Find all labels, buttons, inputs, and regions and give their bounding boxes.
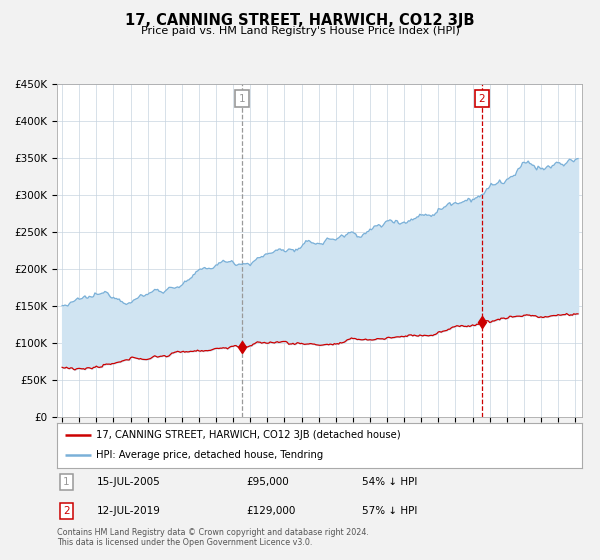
Text: 17, CANNING STREET, HARWICH, CO12 3JB (detached house): 17, CANNING STREET, HARWICH, CO12 3JB (d… [97,430,401,440]
Text: 2: 2 [478,94,485,104]
Text: 15-JUL-2005: 15-JUL-2005 [97,477,160,487]
Text: HPI: Average price, detached house, Tendring: HPI: Average price, detached house, Tend… [97,450,323,460]
Text: £129,000: £129,000 [246,506,295,516]
Text: 12-JUL-2019: 12-JUL-2019 [97,506,160,516]
Text: 1: 1 [64,477,70,487]
Text: 17, CANNING STREET, HARWICH, CO12 3JB: 17, CANNING STREET, HARWICH, CO12 3JB [125,13,475,28]
Text: 2: 2 [64,506,70,516]
Text: Contains HM Land Registry data © Crown copyright and database right 2024.
This d: Contains HM Land Registry data © Crown c… [57,528,369,548]
Text: 54% ↓ HPI: 54% ↓ HPI [361,477,417,487]
Text: £95,000: £95,000 [246,477,289,487]
Text: 1: 1 [239,94,245,104]
Text: Price paid vs. HM Land Registry's House Price Index (HPI): Price paid vs. HM Land Registry's House … [140,26,460,36]
Text: 57% ↓ HPI: 57% ↓ HPI [361,506,417,516]
